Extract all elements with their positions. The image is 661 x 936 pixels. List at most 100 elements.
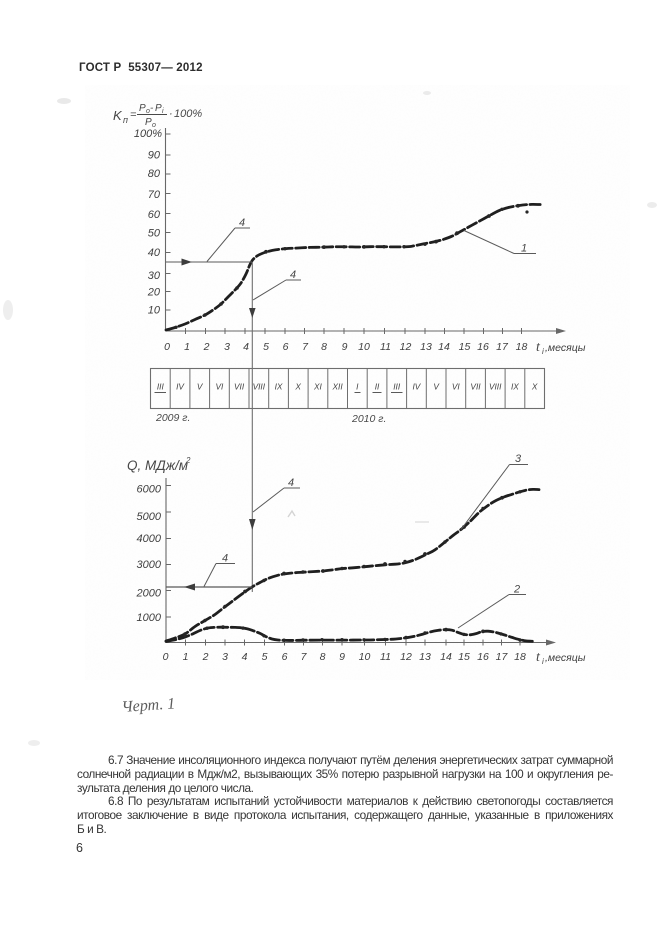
svg-text:2: 2 [185, 456, 191, 465]
svg-text:6000: 6000 [137, 484, 162, 496]
svg-text:10: 10 [359, 651, 371, 663]
svg-text:2010 г.: 2010 г. [351, 413, 386, 425]
svg-text:,месяцы: ,месяцы [545, 342, 586, 354]
svg-text:30: 30 [148, 270, 161, 282]
svg-text:12: 12 [400, 651, 412, 663]
svg-text:100%: 100% [134, 128, 162, 140]
svg-text:13: 13 [420, 341, 432, 353]
svg-text:13: 13 [419, 651, 431, 663]
svg-text:III: III [157, 382, 165, 392]
svg-text:P: P [139, 103, 146, 114]
svg-text:18: 18 [516, 341, 528, 353]
svg-text:1: 1 [183, 651, 189, 663]
svg-text:VII: VII [470, 382, 481, 392]
svg-text:4: 4 [242, 651, 248, 663]
svg-text:IV: IV [412, 382, 421, 392]
svg-text:X: X [531, 382, 538, 392]
svg-text:11: 11 [380, 341, 391, 353]
svg-text:о: о [152, 122, 156, 129]
svg-text:60: 60 [148, 209, 161, 221]
svg-text:16: 16 [477, 651, 489, 663]
svg-text:о: о [146, 108, 150, 115]
svg-text:X: X [294, 382, 301, 392]
svg-text:п: п [123, 115, 128, 125]
svg-text:100%: 100% [174, 108, 202, 120]
svg-text:20: 20 [147, 287, 161, 299]
svg-text:7: 7 [301, 651, 308, 663]
svg-text:3: 3 [515, 453, 522, 465]
svg-text:III: III [393, 382, 401, 392]
svg-text:4: 4 [288, 477, 294, 489]
svg-text:2000: 2000 [136, 587, 162, 599]
svg-text:10: 10 [148, 305, 161, 317]
svg-text:1: 1 [521, 243, 527, 255]
svg-text:4: 4 [239, 217, 245, 229]
svg-text:9: 9 [342, 341, 348, 353]
svg-text:XII: XII [332, 382, 344, 392]
svg-text:17: 17 [496, 651, 509, 663]
svg-text:14: 14 [438, 341, 450, 353]
svg-text:16: 16 [477, 341, 489, 353]
svg-text:1: 1 [184, 341, 190, 353]
svg-text:V: V [433, 382, 440, 392]
svg-text:4: 4 [290, 269, 296, 281]
svg-text:V: V [197, 382, 204, 392]
svg-text:2009 г.: 2009 г. [155, 412, 190, 424]
svg-text:80: 80 [148, 168, 161, 180]
svg-text:2: 2 [513, 584, 520, 596]
svg-text:10: 10 [358, 341, 370, 353]
svg-text:70: 70 [148, 189, 161, 201]
svg-text:II: II [375, 382, 380, 392]
svg-text:IX: IX [275, 382, 283, 392]
svg-text:4: 4 [222, 553, 228, 565]
svg-text:=: = [130, 109, 137, 121]
svg-text:t: t [536, 340, 541, 355]
svg-text:VI: VI [215, 382, 224, 392]
svg-text:i: i [542, 347, 544, 356]
svg-text:17: 17 [496, 341, 509, 353]
svg-text:4000: 4000 [137, 533, 162, 545]
svg-text:-: - [150, 103, 154, 114]
svg-text:6: 6 [283, 341, 289, 353]
svg-text:6: 6 [282, 651, 288, 663]
svg-text:8: 8 [320, 651, 326, 663]
svg-text:P: P [155, 103, 162, 114]
svg-text:1000: 1000 [137, 612, 162, 624]
svg-text:XI: XI [313, 382, 323, 392]
svg-text:0: 0 [163, 651, 169, 663]
svg-text:15: 15 [458, 651, 470, 663]
svg-text:VI: VI [452, 382, 461, 392]
svg-text:Черт. 1: Черт. 1 [121, 695, 176, 716]
svg-text:14: 14 [440, 651, 452, 663]
svg-text:50: 50 [148, 228, 161, 240]
svg-text:VIII: VIII [253, 382, 266, 392]
svg-text:2: 2 [202, 651, 209, 663]
svg-text:3000: 3000 [137, 559, 162, 571]
svg-text:i: i [162, 108, 164, 115]
svg-text:5: 5 [262, 651, 268, 663]
svg-text:40: 40 [148, 247, 161, 259]
svg-text:VII: VII [234, 382, 245, 392]
svg-text:12: 12 [400, 341, 412, 353]
svg-text:K: K [113, 108, 123, 123]
svg-text:11: 11 [380, 651, 391, 663]
svg-text:IV: IV [176, 382, 185, 392]
svg-text:Q, МДж/м: Q, МДж/м [127, 458, 188, 473]
svg-text:I: I [356, 382, 359, 392]
svg-text:9: 9 [339, 651, 345, 663]
svg-text:8: 8 [321, 341, 327, 353]
svg-text:15: 15 [459, 341, 471, 353]
svg-text:5000: 5000 [137, 511, 162, 523]
svg-text:18: 18 [514, 651, 526, 663]
svg-text:,месяцы: ,месяцы [545, 652, 586, 664]
svg-text:·: · [169, 108, 173, 120]
svg-text:5: 5 [263, 341, 269, 353]
svg-text:90: 90 [148, 150, 161, 162]
svg-text:P: P [145, 117, 152, 128]
svg-text:4: 4 [243, 341, 249, 353]
svg-text:7: 7 [302, 341, 309, 353]
svg-text:3: 3 [222, 651, 228, 663]
svg-text:VIII: VIII [489, 382, 502, 392]
svg-text:i: i [542, 657, 544, 666]
svg-text:3: 3 [224, 341, 230, 353]
